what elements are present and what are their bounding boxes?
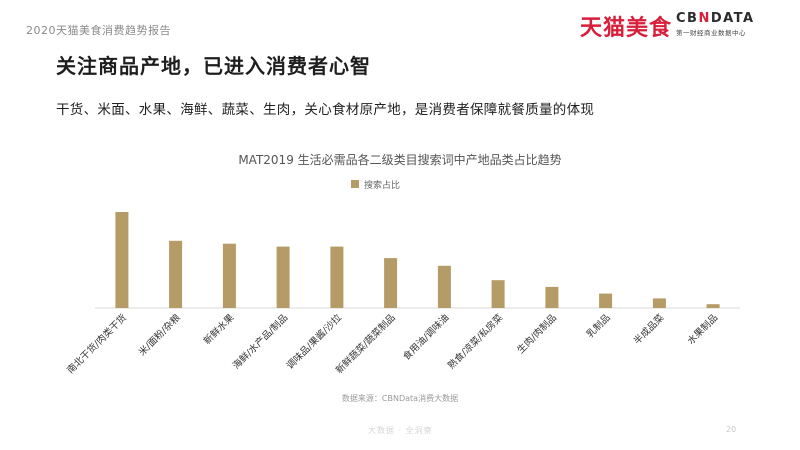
x-tick-label: 海鲜/水产品/制品 bbox=[230, 312, 290, 372]
bar-4 bbox=[276, 246, 290, 308]
x-tick-label: 半成品菜 bbox=[631, 311, 667, 347]
bar-12 bbox=[706, 304, 720, 308]
legend-label: 搜索占比 bbox=[364, 179, 400, 191]
x-tick-label: 乳制品 bbox=[584, 312, 613, 341]
page-number: 20 bbox=[726, 425, 737, 434]
cbndata-wordmark: CBNDATA bbox=[676, 11, 756, 26]
footer-watermark: 大数据 · 全洞察 bbox=[368, 426, 433, 435]
chart-title: MAT2019 生活必需品各二级类目搜索词中产地品类占比趋势 bbox=[238, 152, 561, 167]
bar-2 bbox=[169, 240, 183, 308]
bar-11 bbox=[652, 298, 666, 308]
cbndata-prefix: CB bbox=[676, 11, 699, 26]
x-tick-label: 米/面粉/杂粮 bbox=[136, 311, 183, 358]
x-tick-label: 水果制品 bbox=[685, 312, 720, 347]
x-tick-label: 调味品/果酱/沙拉 bbox=[284, 311, 344, 371]
tmall-food-logo: 天猫美食 bbox=[580, 16, 673, 41]
bar-7 bbox=[437, 265, 451, 308]
x-tick-label: 新鲜蔬菜/蔬菜制品 bbox=[333, 312, 397, 376]
slide-lead: 干货、米面、水果、海鲜、蔬菜、生肉，关心食材原产地，是消费者保障就餐质量的体现 bbox=[56, 102, 595, 118]
bar-6 bbox=[384, 258, 398, 308]
bar-10 bbox=[599, 293, 613, 308]
bar-1 bbox=[115, 212, 129, 308]
bar-3 bbox=[222, 243, 236, 308]
bar-9 bbox=[545, 286, 559, 308]
slide-title: 关注商品产地，已进入消费者心智 bbox=[56, 54, 371, 78]
x-tick-label: 熟食/凉菜/私房菜 bbox=[445, 311, 505, 371]
cbndata-tagline: 第一财经商业数据中心 bbox=[676, 29, 746, 37]
cbndata-suffix: DATA bbox=[710, 11, 755, 26]
report-title: 2020天猫美食消费趋势报告 bbox=[26, 24, 171, 37]
bar-8 bbox=[491, 280, 505, 308]
legend-swatch bbox=[351, 180, 359, 188]
bar-5 bbox=[330, 246, 344, 308]
x-tick-label: 新鲜水果 bbox=[201, 311, 237, 347]
cbndata-logo: CBNDATA 第一财经商业数据中心 bbox=[676, 11, 756, 37]
data-source-note: 数据来源：CBNData消费大数据 bbox=[341, 394, 459, 403]
x-tick-label: 食用油/调味油 bbox=[400, 312, 451, 363]
x-tick-label: 生肉/肉制品 bbox=[515, 312, 559, 356]
x-tick-label: 南北干货/肉类干货 bbox=[65, 312, 129, 376]
cbndata-mark: N bbox=[698, 11, 711, 26]
